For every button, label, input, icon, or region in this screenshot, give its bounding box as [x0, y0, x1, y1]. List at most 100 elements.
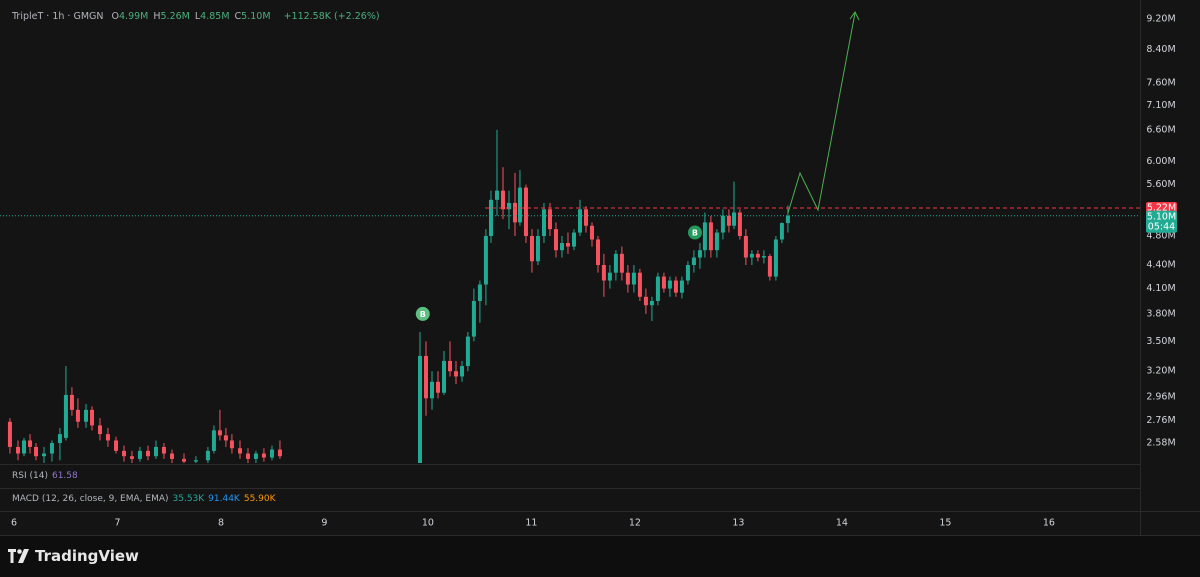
indicator-label: MACD (12, 26, close, 9, EMA, EMA) 35.53K 9… — [12, 494, 276, 504]
candle-body — [500, 190, 505, 210]
brand-footer: TradingView — [8, 545, 139, 567]
ohlc-value: 5.26M — [160, 11, 190, 22]
candle-body — [577, 209, 582, 233]
candle-body — [559, 243, 564, 251]
candle-body — [785, 215, 790, 224]
countdown-label: 05:44 — [1148, 221, 1175, 232]
x-tick-label: 9 — [321, 518, 327, 529]
indicator-value: 55.90K — [243, 494, 276, 504]
candle-body — [121, 450, 126, 457]
candle-body — [441, 360, 446, 393]
legend-header: TripleT · 1h · GMGN O4.99M H5.26M L4.85M C 5… — [12, 11, 380, 22]
ohlc-item: O4.99M — [112, 11, 149, 22]
candle-body — [649, 300, 654, 306]
candle-body — [223, 435, 228, 441]
x-tick-label: 7 — [114, 518, 120, 529]
indicator-name: RSI (14) — [12, 471, 48, 481]
candle-body — [460, 366, 465, 377]
y-tick-label: 3.80M — [1146, 308, 1175, 319]
candle-body — [697, 250, 702, 258]
candle-body — [494, 190, 499, 200]
candle-body — [613, 253, 618, 273]
candle-body — [743, 236, 748, 258]
y-tick-label: 2.76M — [1146, 415, 1175, 426]
candle-body — [49, 443, 54, 454]
indicator-value: 91.44K — [208, 494, 240, 504]
candle-body — [601, 265, 606, 281]
candle-body — [773, 239, 778, 277]
candle-body — [731, 212, 736, 226]
candle-body — [761, 256, 766, 258]
candle-body — [755, 253, 760, 258]
buy-marker — [687, 225, 702, 240]
candle-body — [429, 381, 434, 399]
candle-body — [749, 253, 754, 258]
candle-body — [523, 187, 528, 237]
candle-body — [454, 371, 458, 377]
candle-body — [465, 336, 470, 367]
candle-body — [535, 236, 540, 262]
candle-body — [506, 202, 511, 210]
candle-body — [90, 409, 95, 426]
x-tick-label: 10 — [422, 518, 434, 529]
last-price-badge — [1146, 210, 1177, 233]
candle-body — [7, 421, 12, 447]
candle-body — [691, 257, 696, 266]
candle-body — [529, 236, 534, 262]
y-tick-label: 2.96M — [1146, 392, 1175, 403]
candle-body — [714, 232, 719, 251]
candle-body — [277, 449, 282, 457]
candle-body — [423, 355, 428, 399]
candle-body — [129, 456, 134, 459]
brand-name: TradingView — [35, 547, 139, 565]
candle-body — [253, 453, 258, 459]
ohlc-value: 4.99M — [119, 11, 149, 22]
ohlc-item: H5.26M — [153, 11, 190, 22]
symbol-title: TripleT · 1h · GMGN — [12, 11, 104, 22]
buy-marker-label: B — [692, 229, 698, 238]
buy-marker — [415, 306, 430, 321]
candle-body — [702, 222, 707, 251]
buy-marker-label: B — [420, 310, 426, 319]
x-tick-label: 15 — [939, 518, 951, 529]
y-tick-label: 8.40M — [1146, 44, 1175, 55]
indicator-label: RSI (14) 61.58 — [12, 471, 78, 481]
candle-body — [114, 440, 119, 451]
candle-body — [655, 276, 660, 301]
ohlc-key: H — [153, 11, 161, 22]
candle-body — [643, 296, 648, 306]
indicator-value: 61.58 — [51, 471, 78, 481]
x-tick-label: 12 — [629, 518, 641, 529]
candle-body — [571, 232, 576, 247]
ohlc-key: C — [234, 11, 242, 22]
candle-body — [720, 215, 725, 233]
candle-body — [63, 394, 68, 438]
ohlc-value: 4.85M — [200, 11, 230, 22]
plot-area — [7, 129, 790, 463]
candle-body — [245, 453, 250, 459]
candle-body — [607, 272, 612, 281]
x-tick-label: 13 — [732, 518, 744, 529]
brand-logo — [8, 549, 29, 563]
candle-body — [205, 450, 210, 461]
candle-body — [488, 199, 493, 237]
candle-body — [16, 446, 21, 454]
candle-body — [737, 212, 742, 237]
candle-body — [553, 229, 558, 251]
candle-body — [619, 253, 624, 273]
ohlc-key: L — [194, 11, 201, 22]
candle-body — [685, 265, 690, 281]
candle-body — [547, 209, 552, 230]
candle-body — [41, 453, 46, 457]
candle-body — [661, 276, 666, 289]
candle-body — [679, 280, 684, 293]
candle-body — [69, 394, 74, 410]
candle-body — [417, 355, 422, 463]
candle-body — [97, 425, 102, 435]
candle-body — [84, 409, 89, 422]
ohlc-item: L4.85M — [195, 11, 230, 22]
candle-body — [583, 209, 588, 226]
candle-body — [726, 215, 731, 226]
candle-body — [182, 458, 187, 462]
